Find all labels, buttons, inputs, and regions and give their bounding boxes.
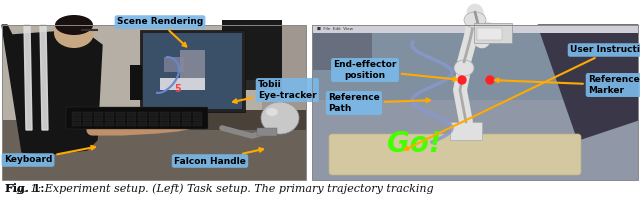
Text: Fig. 1: Experiment setup. (Left) Task setup. The primary trajectory tracking: Fig. 1: Experiment setup. (Left) Task se…	[5, 184, 434, 194]
Bar	[94, 122, 103, 126]
Text: 5: 5	[174, 84, 180, 94]
Bar	[149, 112, 158, 116]
Polygon shape	[2, 25, 102, 155]
FancyBboxPatch shape	[66, 107, 208, 129]
Bar	[182, 122, 191, 126]
Text: ■  File  Edit  View: ■ File Edit View	[317, 27, 353, 31]
Bar	[312, 25, 638, 180]
Bar	[138, 122, 147, 126]
Bar	[164, 57, 184, 72]
Bar	[450, 122, 482, 140]
Bar	[94, 117, 103, 121]
Bar	[130, 65, 142, 100]
Polygon shape	[538, 25, 638, 140]
Bar	[143, 33, 242, 109]
Bar	[62, 110, 306, 130]
Bar	[182, 112, 191, 116]
Text: Tobii
Eye-tracker: Tobii Eye-tracker	[233, 80, 317, 103]
Bar	[127, 112, 136, 116]
Bar	[2, 120, 306, 180]
Text: Reference
Path: Reference Path	[328, 93, 430, 113]
Bar	[127, 117, 136, 121]
Bar	[105, 122, 114, 126]
Bar	[182, 117, 191, 121]
Bar	[160, 78, 205, 90]
Ellipse shape	[261, 102, 299, 134]
Bar	[222, 20, 282, 85]
Bar	[149, 122, 158, 126]
Bar	[474, 23, 512, 43]
Bar	[105, 117, 114, 121]
Bar	[160, 117, 169, 121]
Bar	[127, 122, 136, 126]
Bar	[180, 50, 205, 85]
Text: Falcon Handle: Falcon Handle	[174, 148, 263, 166]
Bar	[138, 117, 147, 121]
Bar	[143, 33, 242, 109]
Bar	[171, 117, 180, 121]
Bar	[149, 117, 158, 121]
Bar	[116, 117, 125, 121]
Bar	[477, 28, 502, 40]
Bar	[312, 25, 372, 70]
Bar	[138, 112, 147, 116]
Bar	[2, 25, 306, 120]
Text: User Instruction: User Instruction	[404, 46, 640, 150]
Text: End-effector
position: End-effector position	[333, 60, 457, 81]
Bar	[312, 100, 638, 180]
Ellipse shape	[454, 60, 474, 76]
Text: Fig. 1:: Fig. 1:	[5, 184, 44, 194]
Bar	[171, 112, 180, 116]
Bar	[116, 112, 125, 116]
Bar	[94, 112, 103, 116]
Text: Scene Rendering: Scene Rendering	[117, 17, 203, 47]
Bar	[83, 112, 92, 116]
Bar	[72, 117, 81, 121]
Polygon shape	[40, 25, 48, 130]
Bar	[171, 122, 180, 126]
Bar	[184, 110, 196, 116]
Bar	[2, 25, 306, 180]
Ellipse shape	[54, 18, 94, 48]
Bar	[72, 112, 81, 116]
Polygon shape	[24, 25, 32, 130]
Text: Go!: Go!	[387, 130, 442, 158]
Bar	[312, 25, 638, 180]
Text: Reference
Marker: Reference Marker	[495, 75, 640, 95]
Ellipse shape	[55, 15, 93, 35]
Bar	[257, 128, 277, 136]
Bar	[116, 122, 125, 126]
Bar	[140, 30, 245, 112]
Ellipse shape	[266, 108, 278, 116]
Bar	[105, 112, 114, 116]
Bar	[312, 25, 638, 33]
Bar	[83, 122, 92, 126]
Ellipse shape	[464, 12, 486, 28]
Bar	[242, 80, 282, 90]
Bar	[72, 122, 81, 126]
Bar	[83, 117, 92, 121]
Bar	[193, 122, 202, 126]
Text: Keyboard: Keyboard	[4, 146, 95, 165]
Circle shape	[458, 76, 466, 84]
Bar	[160, 112, 169, 116]
Circle shape	[486, 76, 494, 84]
Bar	[193, 112, 202, 116]
Bar	[262, 25, 306, 120]
Bar	[160, 122, 169, 126]
Bar	[193, 117, 202, 121]
FancyBboxPatch shape	[329, 134, 581, 175]
